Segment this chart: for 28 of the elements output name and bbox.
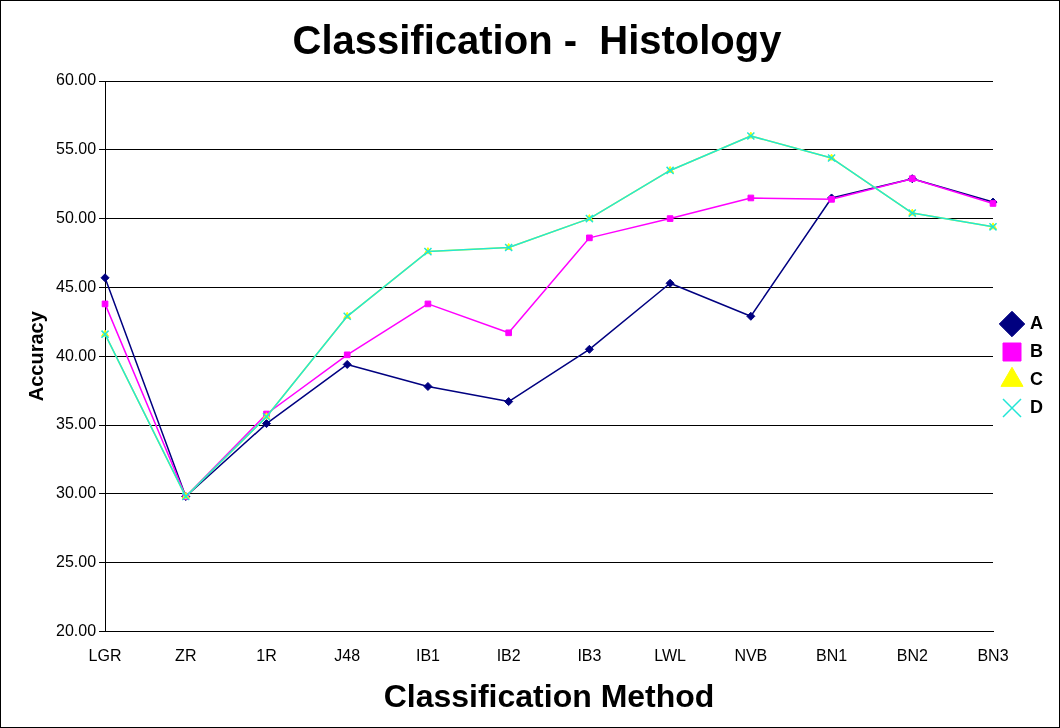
x-tick-label: ZR [175,647,197,665]
x-tick-label: BN3 [977,647,1009,665]
x-tick-label: J48 [334,647,361,665]
y-tick-label: 55.00 [55,140,97,158]
x-tick-label: BN2 [896,647,928,665]
y-axis-title: Accuracy [24,310,47,402]
x-tick-label: BN1 [815,647,848,665]
x-tick-label: IB3 [577,647,602,665]
x-tick-label: LGR [88,647,122,665]
x-axis-title: Classification Method [383,677,715,714]
y-tick-label: 40.00 [55,346,97,364]
x-tick-label: LWL [654,647,687,665]
y-tick-label: 45.00 [55,277,97,295]
y-tick-label: 60.00 [55,71,97,89]
legend-label: A [1030,312,1043,333]
y-tick-label: 35.00 [55,415,97,433]
legend-label: B [1030,340,1043,361]
x-tick-label: 1R [256,647,277,665]
y-tick-label: 20.00 [55,621,97,639]
x-tick-label: IB2 [496,647,521,665]
y-tick-label: 50.00 [55,209,97,227]
y-tick-label: 25.00 [55,553,97,571]
chart-title: Classification - Histology [292,18,783,63]
y-tick-label: 30.00 [55,484,97,502]
x-tick-label: NVB [734,647,768,665]
x-tick-label: IB1 [415,647,441,665]
legend-label: C [1030,368,1043,389]
legend-label: D [1030,396,1043,417]
